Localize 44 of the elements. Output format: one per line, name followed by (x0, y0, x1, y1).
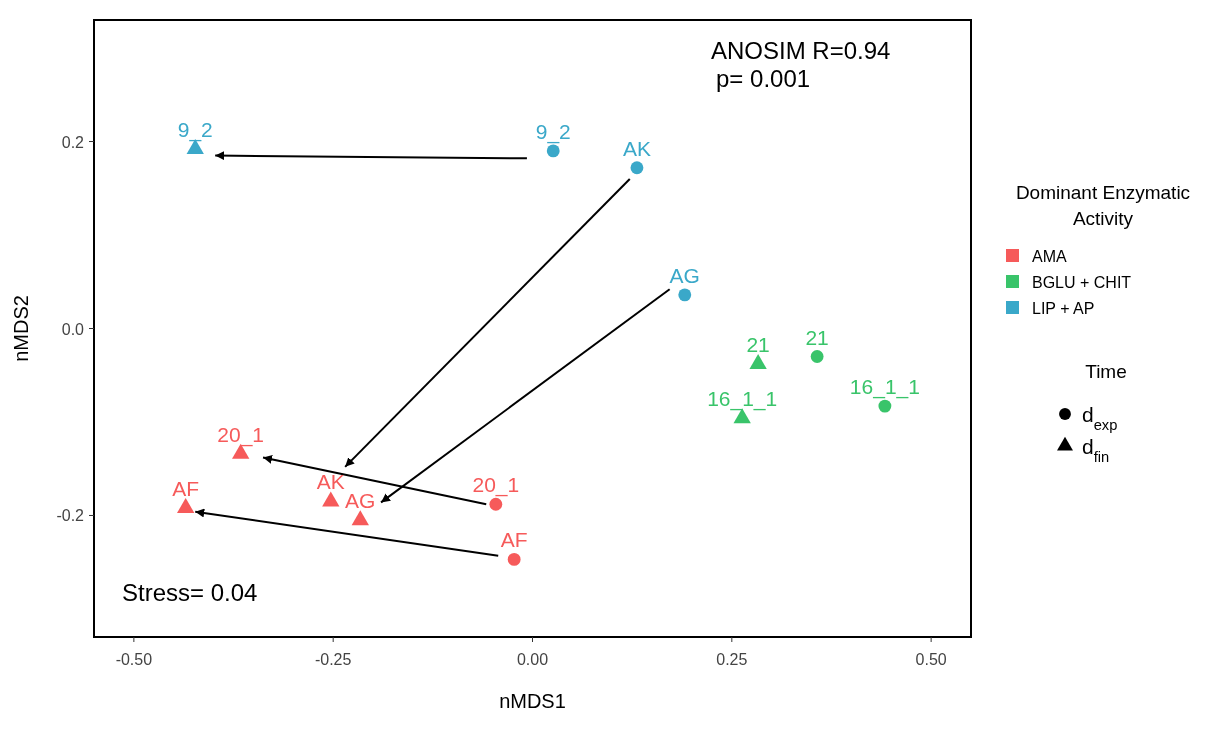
text: Time (1085, 361, 1127, 382)
text: d$_{exp}$ (1082, 403, 1118, 433)
annotation: AF (500, 528, 528, 552)
x-tick-label: 0.50 (915, 651, 947, 668)
annotation: 20_1 (472, 473, 520, 498)
y-axis-title: nMDS2 (10, 295, 32, 362)
annotation: 21 (746, 333, 770, 357)
annotation: Stress= 0.04 (122, 579, 258, 606)
x-tick-label: 0.00 (516, 651, 549, 668)
point (810, 350, 824, 363)
annotation: 20_1 (217, 422, 265, 447)
y-tick-label: 0.0 (61, 320, 85, 338)
point (177, 497, 195, 513)
text: Dominant Enzymatic Activity (1015, 182, 1191, 229)
annotation: 21 (805, 325, 829, 349)
annotation: AG (345, 489, 376, 513)
legend-label: BGLU + CHIT (1032, 274, 1132, 291)
point (322, 491, 340, 507)
annotation: ANOSIM R=0.94 (711, 37, 891, 64)
point (546, 144, 560, 158)
x-tick-label: -0.50 (115, 651, 153, 668)
annotation: p= 0.001 (716, 65, 811, 92)
annotation: 16_1_1 (707, 387, 778, 412)
annotation: 16_1_1 (849, 375, 920, 400)
point (749, 354, 767, 370)
annotation: AF (172, 476, 200, 500)
annotation: AK (316, 470, 345, 494)
annotation: AG (669, 263, 700, 287)
y-tick-label: 0.2 (61, 133, 85, 151)
text: d$_{fin}$ (1082, 435, 1110, 465)
legend-label: LIP + AP (1032, 300, 1095, 317)
x-tick-label: 0.25 (716, 651, 748, 668)
point (489, 497, 503, 511)
x-axis-title: nMDS1 (499, 690, 566, 712)
legend-label: AMA (1032, 248, 1067, 265)
y-tick-label: -0.2 (56, 507, 85, 525)
annotation: 9_2 (177, 118, 213, 143)
annotation: 9_2 (535, 119, 571, 144)
point (630, 161, 644, 175)
point (351, 510, 369, 526)
point (678, 288, 692, 302)
x-tick-label: -0.25 (314, 651, 352, 668)
point (878, 399, 892, 413)
annotation: AK (622, 136, 651, 160)
